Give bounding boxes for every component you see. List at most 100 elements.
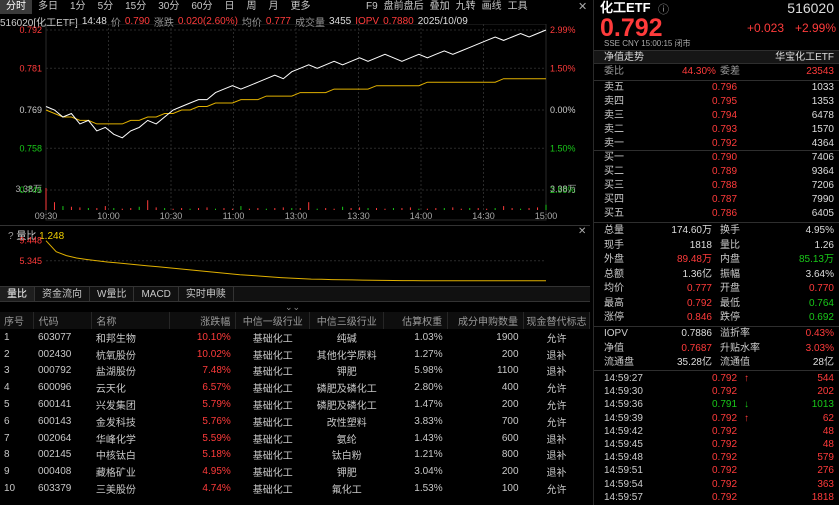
- stat-row: 外盘 89.48万 内盘 85.13万: [594, 253, 839, 267]
- period-tab[interactable]: 日: [224, 1, 235, 12]
- collapse-icon[interactable]: ⌄⌄: [285, 302, 301, 312]
- period-tab[interactable]: 5分: [97, 1, 114, 12]
- period-tab[interactable]: 15分: [125, 1, 147, 12]
- asks-price: 0.796: [712, 82, 738, 93]
- table-cell: 5: [4, 399, 10, 411]
- info-price: 0.790: [124, 15, 150, 27]
- stat-label: 量比: [720, 239, 740, 251]
- indicator-tabs: 量比 资金流向 W量比 MACD 实时申赎: [0, 286, 590, 302]
- bids-label: 买一: [604, 152, 624, 163]
- table-row[interactable]: 7 002064 华峰化学 5.59% 基础化工 氨纶 1.43% 600 退补: [0, 430, 590, 447]
- table-row[interactable]: 6 600143 金发科技 5.76% 基础化工 改性塑料 3.83% 700 允许: [0, 413, 590, 430]
- table-cell: 10.02%: [196, 348, 231, 360]
- table-cell: 基础化工: [252, 485, 293, 497]
- table-cell: 400: [501, 382, 519, 394]
- period-tab[interactable]: 60分: [191, 1, 213, 12]
- asks-label: 卖四: [604, 96, 624, 107]
- toolbar-tool[interactable]: 画线: [481, 1, 502, 12]
- period-tab[interactable]: 1分: [70, 1, 86, 12]
- table-cell: 华峰化学: [95, 434, 136, 446]
- intraday-chart[interactable]: 0.792 2.99% 0.781 1.50% 0.769 0.00% 0.758 1.50%…: [0, 24, 590, 222]
- table-cell: 允许: [546, 485, 567, 497]
- arrow-up-icon: ↑: [744, 373, 749, 384]
- table-cell: 2.80%: [414, 382, 443, 394]
- table-row[interactable]: 2 002430 杭氧股份 10.02% 基础化工 其他化学原料 1.27% 200 退补: [0, 346, 590, 363]
- indicator-tab[interactable]: MACD: [134, 287, 179, 301]
- period-tab[interactable]: 周: [246, 1, 257, 12]
- ratio-label: 量比: [16, 231, 37, 242]
- table-cell: 200: [501, 466, 519, 478]
- stat-label: 最低: [720, 297, 740, 309]
- y-pct-label: 1.50%: [550, 143, 576, 153]
- info-icon[interactable]: ⓘ: [658, 4, 669, 16]
- ratio-help-icon[interactable]: ?: [8, 231, 14, 242]
- period-tab[interactable]: 分时: [0, 0, 32, 14]
- table-row[interactable]: 10 603379 三美股份 4.74% 基础化工 氟化工 1.53% 100 允许: [0, 480, 590, 497]
- table-cell: 000792: [37, 365, 72, 377]
- column-header[interactable]: 涨跌幅: [169, 312, 237, 329]
- bids-row: 买五 0.786 6405: [594, 207, 839, 221]
- nav-trend-label[interactable]: 净值走势: [604, 52, 644, 63]
- table-row[interactable]: 9 000408 藏格矿业 4.95% 基础化工 钾肥 3.04% 200 退补: [0, 463, 590, 480]
- toolbar-tool[interactable]: 叠加: [429, 1, 450, 12]
- ratio-close-icon[interactable]: ✕: [578, 226, 587, 237]
- close-icon[interactable]: ✕: [578, 1, 588, 13]
- stat-label: 流通盘: [604, 357, 634, 368]
- tick-price: 0.792: [712, 491, 738, 503]
- table-row[interactable]: 5 600141 兴发集团 5.79% 基础化工 磷肥及磷化工 1.47% 200 允许: [0, 396, 590, 413]
- x-tick-label: 14:30: [472, 211, 495, 221]
- table-row[interactable]: 1 603077 和邦生物 10.10% 基础化工 纯碱 1.03% 1900 允许: [0, 329, 590, 346]
- column-header[interactable]: 估算权重: [383, 312, 449, 329]
- table-cell: 4.74%: [202, 483, 231, 495]
- toolbar-tool[interactable]: 盘前盘后: [383, 1, 424, 12]
- tick-row: 14:59:39 0.792 ↑ 62: [594, 412, 839, 426]
- bids-price: 0.787: [712, 194, 738, 205]
- table-cell: 1.03%: [414, 331, 443, 343]
- period-tab[interactable]: 30分: [158, 1, 180, 12]
- stat-value: 4.95%: [805, 225, 834, 236]
- table-cell: 200: [501, 348, 519, 360]
- tick-price: 0.792: [712, 465, 738, 477]
- table-cell: 钛白粉: [331, 451, 362, 463]
- toolbar-tool[interactable]: 工具: [507, 1, 528, 12]
- indicator-tab[interactable]: 资金流向: [35, 287, 90, 301]
- column-header[interactable]: 序号: [0, 312, 35, 329]
- asks-price: 0.794: [712, 110, 738, 121]
- tick-volume: 544: [817, 373, 834, 384]
- indicator-tab[interactable]: W量比: [90, 287, 135, 301]
- column-header[interactable]: 中信一级行业: [235, 312, 311, 329]
- column-header[interactable]: 代码: [33, 312, 93, 329]
- period-tab[interactable]: 更多: [290, 1, 311, 12]
- tick-time: 14:59:48: [604, 452, 643, 464]
- tick-row: 14:59:54 0.792 363: [594, 478, 839, 492]
- table-cell: 600096: [37, 382, 72, 394]
- info-vol: 3455: [328, 15, 352, 27]
- tick-row: 14:59:57 0.792 1818: [594, 491, 839, 505]
- indicator-tab[interactable]: 实时申赎: [179, 287, 234, 301]
- table-row[interactable]: 4 600096 云天化 6.57% 基础化工 磷肥及磷化工 2.80% 400 允许: [0, 379, 590, 396]
- table-cell: 5.59%: [202, 432, 231, 444]
- column-header[interactable]: 现金替代标志: [523, 312, 590, 329]
- column-header[interactable]: 名称: [91, 312, 171, 329]
- table-cell: 基础化工: [252, 401, 293, 413]
- bids-price: 0.786: [712, 208, 738, 219]
- table-cell: 603379: [37, 483, 72, 495]
- table-row[interactable]: 3 000792 盐湖股份 7.48% 基础化工 钾肥 5.98% 1100 退补: [0, 363, 590, 380]
- stat-label: 内盘: [720, 254, 740, 265]
- stat-row: 净值 0.7687 升贴水率 3.03%: [594, 342, 839, 356]
- period-tab[interactable]: 月: [268, 1, 279, 12]
- stat-label: 总量: [604, 225, 624, 236]
- toolbar-tool[interactable]: 九转: [455, 1, 476, 12]
- toolbar-tool[interactable]: F9: [366, 1, 378, 12]
- table-cell: 改性塑料: [326, 417, 367, 429]
- table-row[interactable]: 8 002145 中核钛白 5.18% 基础化工 钛白粉 1.21% 800 退补: [0, 447, 590, 464]
- column-header[interactable]: 成分申购数量: [447, 312, 525, 329]
- indicator-tab[interactable]: 量比: [0, 287, 35, 301]
- weibi-value: 44.30%: [682, 66, 716, 77]
- table-cell: 盐湖股份: [95, 367, 136, 379]
- info-chg-label: 涨跌: [153, 17, 174, 29]
- period-tab[interactable]: 多日: [38, 1, 58, 12]
- table-cell: 603077: [37, 331, 72, 343]
- column-header[interactable]: 中信三级行业: [309, 312, 385, 329]
- tick-row: 14:59:42 0.792 48: [594, 425, 839, 439]
